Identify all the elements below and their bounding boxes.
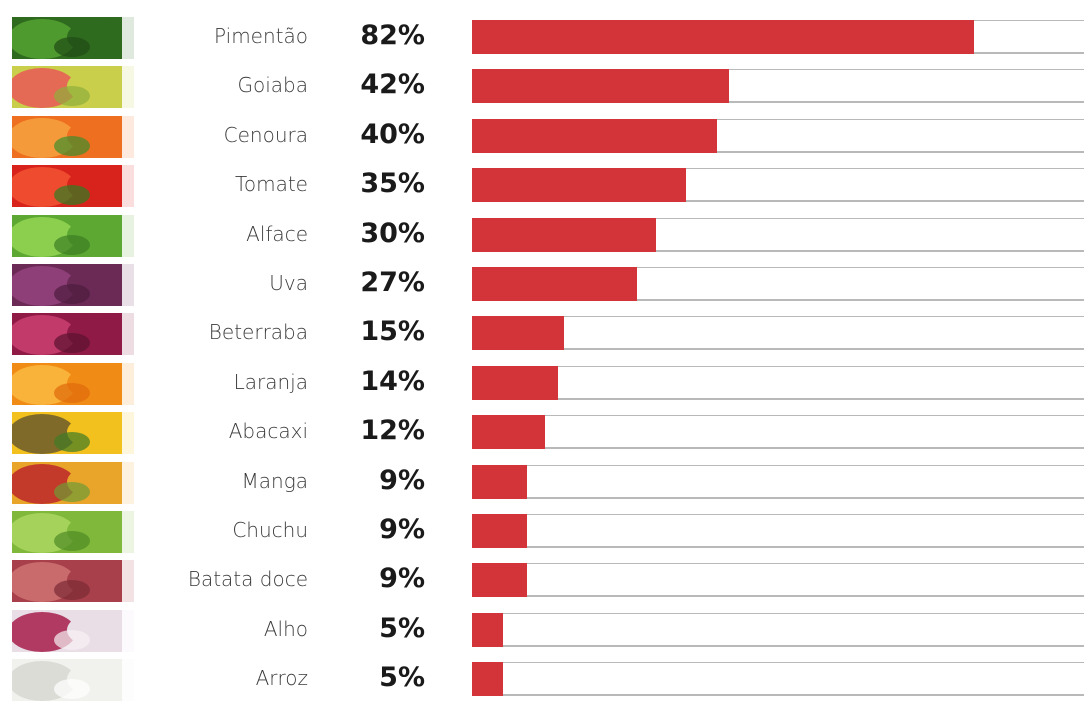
chayote-icon [12,511,134,553]
bar [472,20,974,54]
chart-row: Batata doce 9% [0,557,1084,606]
bar [472,316,564,351]
category-label: Uva [269,271,308,295]
value-label: 42% [360,69,425,101]
value-label: 9% [379,464,425,496]
chart-row: Laranja 14% [0,360,1084,409]
category-label: Batata doce [187,567,308,592]
value-label: 14% [360,365,425,397]
category-label: Cenoura [223,122,308,147]
bar-track [472,69,1084,104]
chart-row: Chuchu 9% [0,508,1084,557]
bar [472,118,717,153]
bar [472,514,527,548]
chart-row: Alface 30% [0,212,1084,261]
lettuce-icon [12,214,134,257]
beet-icon [12,313,134,356]
category-label: Manga [241,468,308,493]
bar [472,563,527,598]
category-label: Pimentão [214,24,308,48]
bar-track [472,267,1084,301]
category-label: Chuchu [232,518,308,542]
bar [472,69,729,104]
green-pepper-icon [12,17,134,59]
mango-icon [12,461,134,504]
chart-row: Beterraba 15% [0,310,1084,359]
pineapple-icon [12,412,134,455]
bar-track [472,217,1084,252]
bar-track [472,662,1084,697]
guava-icon [12,66,134,109]
bar-track [472,168,1084,203]
bar [472,217,656,252]
value-label: 5% [379,612,425,644]
value-label: 30% [360,217,425,249]
bar-track [472,316,1084,351]
category-label: Alho [263,616,308,641]
value-label: 9% [379,563,425,595]
chart-row: Manga 9% [0,459,1084,508]
value-label: 15% [360,316,425,348]
bar-track [472,415,1084,450]
chart-row: Arroz 5% [0,656,1084,705]
chart-row: Goiaba 42% [0,63,1084,112]
category-label: Tomate [235,172,308,197]
chart-row: Abacaxi 12% [0,409,1084,458]
category-label: Laranja [233,369,308,394]
bar [472,464,527,499]
sweet-potato-icon [12,560,134,603]
garlic-icon [12,609,134,652]
bar-track [472,464,1084,499]
bar [472,415,545,450]
bar-track [472,365,1084,400]
bar-track [472,118,1084,153]
bar [472,267,637,301]
chart-row: Tomate 35% [0,162,1084,211]
value-label: 82% [360,20,425,51]
category-label: Abacaxi [228,419,308,444]
value-label: 40% [360,118,425,150]
tomato-icon [12,165,134,208]
value-label: 9% [379,514,425,545]
chart-row: Alho 5% [0,607,1084,656]
chart-row: Pimentão 82% [0,14,1084,63]
value-label: 12% [360,415,425,447]
carrot-icon [12,115,134,158]
rice-icon [12,659,134,702]
category-label: Goiaba [237,73,309,98]
bar-track [472,612,1084,647]
category-label: Alface [246,221,308,246]
bar-track [472,563,1084,598]
category-label: Arroz [255,666,308,691]
value-label: 27% [360,267,425,298]
orange-icon [12,362,134,405]
bar [472,168,686,203]
category-label: Beterraba [208,320,308,345]
bar [472,365,558,400]
bar [472,662,503,697]
value-label: 35% [360,168,425,200]
chart-row: Uva 27% [0,261,1084,310]
bar [472,612,503,647]
bar-track [472,514,1084,548]
value-label: 5% [379,662,425,694]
grape-icon [12,264,134,306]
chart-row: Cenoura 40% [0,113,1084,162]
